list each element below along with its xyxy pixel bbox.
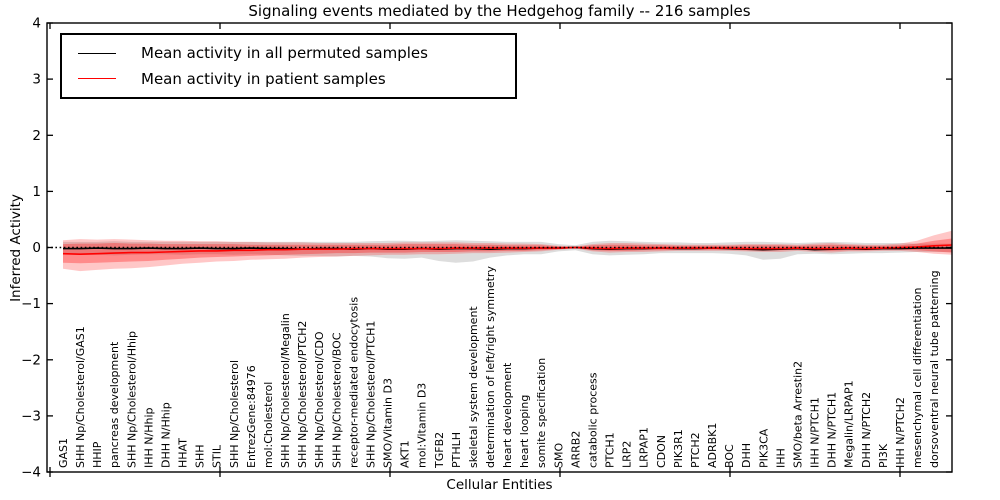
y-tick-label: −2 <box>21 352 41 368</box>
x-category-label: SMO/beta Arrestin2 <box>791 361 804 468</box>
x-category-label: ADRBK1 <box>706 423 719 468</box>
y-tick-label: −3 <box>21 408 41 424</box>
x-category-label: Megalin/LRPAP1 <box>843 380 856 468</box>
x-category-label: PIK3CA <box>757 428 770 468</box>
x-category-label: SHH Np/Cholesterol <box>228 360 241 468</box>
x-category-label: SHH Np/Cholesterol/Megalin <box>279 313 292 468</box>
legend-entry-permuted: Mean activity in all permuted samples <box>62 44 515 62</box>
x-category-label: TGFB2 <box>433 432 446 469</box>
x-category-label: mol:Vitamin D3 <box>416 383 429 468</box>
chart-title: Signaling events mediated by the Hedgeho… <box>248 2 751 20</box>
x-category-label: SHH <box>194 444 207 468</box>
x-axis-label: Cellular Entities <box>446 477 553 493</box>
x-category-label: SHH Np/Cholesterol/BOC <box>330 332 343 468</box>
y-tick-label: 4 <box>32 16 41 32</box>
y-tick-label: 3 <box>32 72 41 88</box>
x-category-label: pancreas development <box>108 341 121 468</box>
x-category-label: heart development <box>501 362 514 468</box>
x-category-label: SHH Np/Cholesterol/PTCH1 <box>364 321 377 468</box>
x-category-label: STIL <box>211 444 224 468</box>
x-category-label: HHAT <box>177 438 190 468</box>
y-tick-label: 1 <box>32 184 41 200</box>
patient-samples-inner-band <box>63 238 952 264</box>
x-category-label: PTCH2 <box>689 432 702 468</box>
x-category-label: somite specification <box>535 358 548 468</box>
x-category-label: mol:Cholesterol <box>262 382 275 468</box>
x-category-label: SMO <box>552 443 565 468</box>
x-category-label: IHH N/PTCH2 <box>894 397 907 468</box>
x-category-label: AKT1 <box>399 440 412 468</box>
x-category-label: skeletal system development <box>467 306 480 468</box>
x-category-label: EntrezGene:84976 <box>245 365 258 468</box>
x-category-label: heart looping <box>518 395 531 468</box>
patient-line-swatch <box>78 78 116 80</box>
legend-label-patient: Mean activity in patient samples <box>141 69 386 88</box>
x-category-label: LRPAP1 <box>638 427 651 468</box>
y-tick-label: 0 <box>32 240 41 256</box>
x-category-label: SHH Np/Cholesterol/Hhip <box>125 331 138 468</box>
x-category-label: catabolic process <box>587 372 600 468</box>
x-category-label: PTCH1 <box>604 432 617 468</box>
x-category-label: GAS1 <box>57 438 70 468</box>
x-category-label: receptor-mediated endocytosis <box>347 297 360 468</box>
x-category-label: DHH <box>740 443 753 468</box>
x-category-label: dorsoventral neural tube patterning <box>928 270 941 468</box>
x-category-label: CDON <box>655 435 668 468</box>
x-category-label: DHH N/PTCH2 <box>860 392 873 468</box>
y-tick-label: 2 <box>32 128 41 144</box>
legend-entry-patient: Mean activity in patient samples <box>62 70 515 88</box>
x-category-label: mesenchymal cell differentiation <box>911 287 924 468</box>
legend-label-permuted: Mean activity in all permuted samples <box>141 44 428 63</box>
y-tick-label: −4 <box>21 465 41 481</box>
x-category-label: SMO/Vitamin D3 <box>382 378 395 468</box>
x-category-label: determination of left/right symmetry <box>484 266 497 468</box>
x-category-label: DHH N/PTCH1 <box>826 392 839 468</box>
patient-mean-line <box>62 244 953 256</box>
x-category-label: ARRB2 <box>569 431 582 468</box>
x-category-label: PTHLH <box>450 432 463 468</box>
x-category-label: HHIP <box>91 441 104 468</box>
x-category-label: BOC <box>723 444 736 468</box>
x-category-label: IHH <box>774 448 787 468</box>
x-category-label: IHH N/Hhip <box>142 407 155 468</box>
patient-samples-outer-band <box>63 230 952 272</box>
x-category-label: PIK3R1 <box>672 429 685 468</box>
x-category-label: SHH Np/Cholesterol/GAS1 <box>74 326 87 468</box>
y-tick-label: −1 <box>21 296 41 312</box>
x-category-label: DHH N/Hhip <box>160 402 173 468</box>
x-category-label: IHH N/PTCH1 <box>809 397 822 468</box>
x-category-label: LRP2 <box>621 441 634 468</box>
permuted-samples-std-band <box>63 240 952 263</box>
x-category-label: PI3K <box>877 443 890 468</box>
x-category-label: SHH Np/Cholesterol/PTCH2 <box>296 321 309 468</box>
permuted-line-swatch <box>78 52 116 54</box>
legend-box: Mean activity in all permuted samples Me… <box>60 33 517 99</box>
x-category-label: SHH Np/Cholesterol/CDO <box>313 331 326 468</box>
